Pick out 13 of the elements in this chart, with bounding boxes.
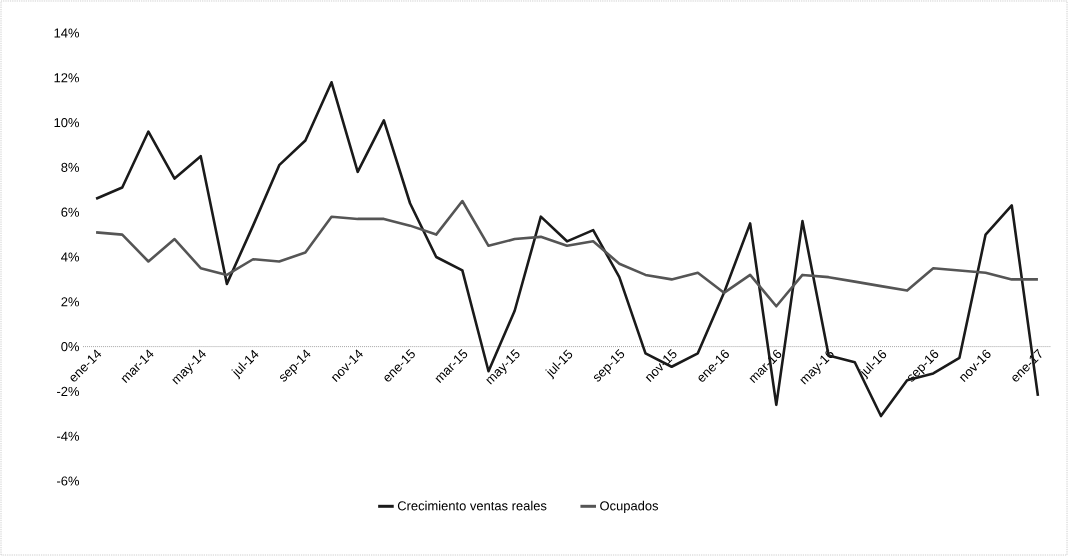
y-tick-label: 4% xyxy=(61,252,80,262)
y-tick-label: 8% xyxy=(61,162,80,172)
y-tick-label: -4% xyxy=(57,431,80,441)
y-tick-label: 14% xyxy=(54,28,80,38)
y-tick-label: 2% xyxy=(61,297,80,307)
legend-label: Crecimiento ventas reales xyxy=(397,500,547,511)
legend-label: Ocupados xyxy=(600,500,659,513)
y-tick-label: 12% xyxy=(54,73,80,83)
y-tick-label: -2% xyxy=(57,386,80,396)
line-series xyxy=(94,199,1040,308)
y-tick-label: 6% xyxy=(61,207,80,217)
y-tick-label: 10% xyxy=(54,118,80,128)
y-tick-label: -6% xyxy=(57,476,80,486)
